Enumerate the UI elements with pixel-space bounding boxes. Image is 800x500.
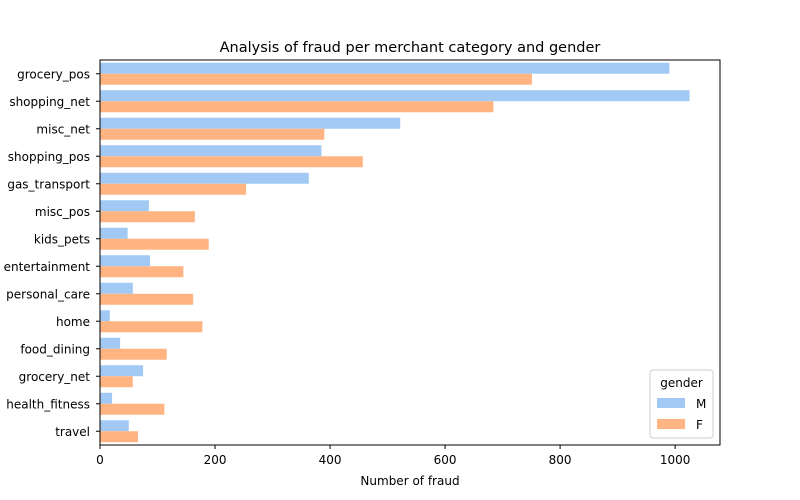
x-tick-label: 1000 — [660, 453, 691, 467]
y-tick-label: gas_transport — [7, 177, 90, 191]
bar-m-entertainment — [100, 255, 151, 267]
bar-f-gas-transport — [100, 183, 247, 195]
bar-f-misc-pos — [100, 211, 195, 223]
x-axis-label: Number of fraud — [360, 474, 459, 488]
y-tick-label: grocery_pos — [17, 67, 90, 81]
bar-m-health-fitness — [100, 392, 113, 404]
x-tick-label: 400 — [319, 453, 342, 467]
bar-m-gas-transport — [100, 172, 309, 184]
y-tick-label: misc_net — [36, 122, 90, 136]
y-tick-label: home — [56, 315, 90, 329]
bar-m-grocery-net — [100, 365, 144, 377]
x-tick-label: 800 — [549, 453, 572, 467]
bar-m-misc-net — [100, 117, 401, 129]
bar-f-home — [100, 321, 203, 333]
axes: grocery_pos shopping_net misc_net shopping_… — [4, 59, 721, 467]
bar-f-misc-net — [100, 128, 325, 140]
bar-m-home — [100, 310, 110, 322]
legend-label-f: F — [696, 418, 703, 432]
y-tick-label: health_fitness — [6, 397, 90, 411]
chart-title: Analysis of fraud per merchant category … — [220, 40, 601, 56]
y-tick-label: shopping_net — [9, 95, 90, 109]
bar-f-entertainment — [100, 266, 184, 278]
bar-m-misc-pos — [100, 200, 149, 212]
axes-frame — [99, 59, 721, 446]
bar-f-health-fitness — [100, 403, 165, 415]
bar-f-shopping-net — [100, 101, 494, 113]
bar-f-kids-pets — [100, 238, 209, 250]
bar-f-personal-care — [100, 293, 194, 305]
legend-swatch-f — [657, 419, 685, 429]
y-tick-label: misc_pos — [35, 205, 90, 219]
legend-label-m: M — [696, 397, 706, 411]
bar-m-kids-pets — [100, 227, 128, 239]
bar-f-grocery-pos — [100, 73, 532, 85]
legend-swatch-m — [657, 398, 685, 408]
bar-f-travel — [100, 431, 138, 443]
legend: gender M F — [649, 369, 714, 439]
y-tick-label: personal_care — [6, 287, 90, 301]
y-tick-label: shopping_pos — [8, 150, 90, 164]
y-tick-label: entertainment — [4, 260, 91, 274]
bar-f-grocery-net — [100, 376, 133, 388]
bar-m-shopping-pos — [100, 145, 322, 157]
x-tick-label: 600 — [434, 453, 457, 467]
bar-f-shopping-pos — [100, 156, 363, 168]
x-tick-label: 0 — [96, 453, 104, 467]
bar-m-shopping-net — [100, 90, 690, 102]
y-tick-label: grocery_net — [19, 370, 91, 384]
bar-f-food-dining — [100, 348, 167, 360]
x-tick-label: 200 — [204, 453, 227, 467]
bar-m-food-dining — [100, 337, 121, 349]
plot-area — [100, 62, 690, 443]
legend-title: gender — [660, 376, 703, 390]
y-tick-label: kids_pets — [34, 232, 90, 246]
y-tick-label: travel — [55, 425, 90, 439]
y-tick-label: food_dining — [20, 342, 90, 356]
bar-m-travel — [100, 420, 129, 432]
bar-m-grocery-pos — [100, 62, 670, 74]
bar-m-personal-care — [100, 282, 133, 294]
